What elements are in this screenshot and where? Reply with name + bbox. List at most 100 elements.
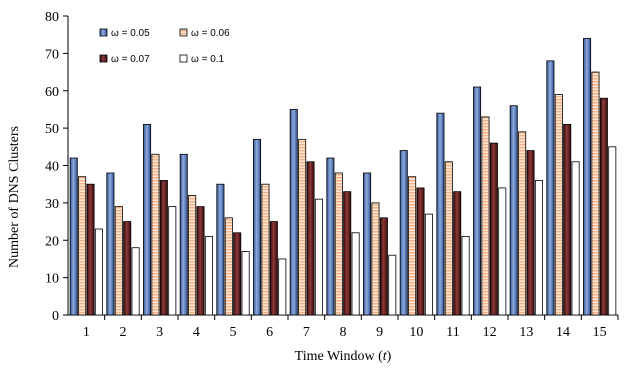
bar (379, 217, 388, 316)
bar (554, 94, 563, 316)
bar (131, 247, 140, 316)
y-tick-label: 0 (52, 309, 59, 324)
bar (424, 213, 433, 316)
bars (69, 38, 617, 316)
x-tick-label: 1 (83, 325, 90, 340)
x-tick-label: 15 (593, 325, 607, 340)
y-tick-label: 30 (45, 197, 59, 212)
bar (599, 97, 608, 316)
bar (473, 86, 482, 316)
bar (461, 236, 470, 316)
bar (269, 221, 278, 316)
bar (233, 232, 242, 316)
bar (94, 228, 103, 316)
bar (114, 206, 123, 316)
y-tick-label: 70 (45, 47, 59, 62)
bar (326, 157, 335, 316)
bar (216, 183, 225, 316)
legend-label: ω = 0.05 (111, 28, 150, 39)
bar (546, 60, 555, 316)
bar (399, 150, 408, 316)
bar (608, 146, 617, 316)
x-tick-label: 8 (340, 325, 347, 340)
bar (444, 161, 453, 316)
bar (204, 236, 213, 316)
bar (289, 109, 298, 316)
x-axis-label-var: t (383, 349, 388, 364)
bar (489, 142, 498, 316)
bar (509, 105, 518, 316)
y-axis-label: Number of DNS Clusters (7, 126, 22, 268)
bar (518, 131, 527, 316)
legend-label: ω = 0.06 (191, 28, 230, 39)
bar (253, 138, 262, 316)
bar (78, 176, 87, 316)
bar (371, 202, 380, 316)
x-axis-label-prefix: Time Window ( (295, 349, 383, 364)
legend-swatch (99, 54, 108, 63)
bar (298, 138, 307, 316)
bar (408, 176, 417, 316)
bar (498, 187, 507, 316)
y-tick-label: 40 (45, 160, 59, 175)
bar (571, 161, 580, 316)
bar (453, 191, 462, 316)
legend-swatch (179, 54, 188, 63)
bar (151, 153, 160, 316)
legend-swatch (99, 28, 108, 37)
bar (526, 150, 535, 316)
bar (179, 153, 188, 316)
x-tick-label: 10 (409, 325, 423, 340)
x-tick-label: 12 (483, 325, 497, 340)
bar (343, 191, 352, 316)
bar (388, 254, 397, 316)
x-tick-label: 11 (446, 325, 459, 340)
x-tick-label: 9 (376, 325, 383, 340)
bar (106, 172, 115, 316)
x-tick-label: 2 (120, 325, 127, 340)
bar (278, 258, 287, 316)
y-tick-label: 60 (45, 85, 59, 100)
bar (563, 123, 572, 316)
x-tick-label: 3 (156, 325, 163, 340)
bar (334, 172, 343, 316)
bar (363, 172, 372, 316)
x-axis-label: Time Window (t) (295, 349, 392, 364)
bar (224, 217, 233, 316)
x-tick-label: 6 (266, 325, 273, 340)
x-tick-label: 14 (556, 325, 570, 340)
bar (314, 198, 323, 316)
x-axis-label-suffix: ) (387, 349, 392, 364)
bar (261, 183, 270, 316)
bar (436, 112, 445, 316)
x-tick-label: 13 (519, 325, 533, 340)
y-tick-label: 80 (45, 10, 59, 25)
x-tick-label: 7 (303, 325, 310, 340)
y-tick-label: 10 (45, 272, 59, 287)
x-tick-label: 5 (230, 325, 237, 340)
bar (69, 157, 78, 316)
bar (591, 71, 600, 316)
y-tick-label: 50 (45, 122, 59, 137)
bar (188, 194, 197, 316)
bar (416, 187, 425, 316)
bar (583, 38, 592, 316)
y-tick-label: 20 (45, 234, 59, 249)
x-tick-label: 4 (193, 325, 200, 340)
bar (159, 180, 168, 316)
bar (481, 116, 490, 316)
legend: ω = 0.05 ω = 0.06 ω = 0.07 ω = 0.1 (99, 28, 230, 65)
bar (196, 206, 205, 316)
bar (241, 251, 250, 316)
bar (351, 232, 360, 316)
legend-swatch (179, 28, 188, 37)
bar (306, 161, 315, 316)
bar (123, 221, 132, 316)
bar (143, 123, 152, 316)
legend-label: ω = 0.07 (111, 54, 150, 65)
legend-label: ω = 0.1 (191, 54, 225, 65)
bar (168, 206, 177, 316)
bar (86, 183, 95, 316)
